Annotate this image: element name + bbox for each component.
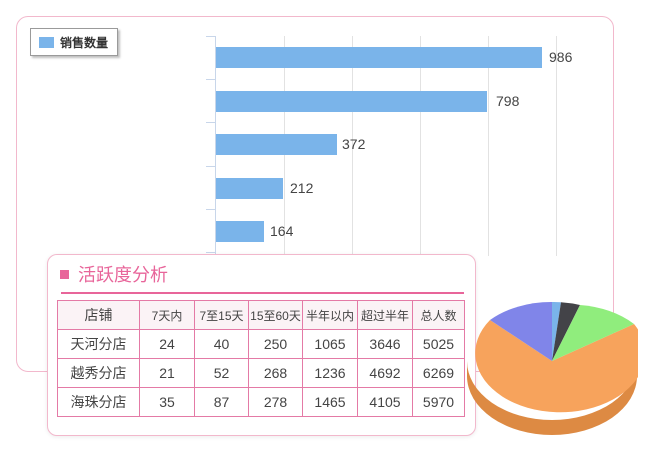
bar-value: 164 [270, 223, 294, 239]
bar-value: 798 [496, 93, 520, 109]
pie-slice-purple [490, 301, 552, 361]
table-cell: 87 [194, 387, 249, 417]
panel-title-text: 活跃度分析 [78, 265, 168, 286]
column-header: 7天内 [139, 300, 195, 330]
axis-tick [206, 122, 215, 123]
table-cell: 278 [248, 387, 303, 417]
title-divider [61, 292, 464, 294]
panel-title: 活跃度分析 [60, 261, 168, 287]
bar[interactable] [216, 134, 337, 155]
table-cell: 40 [194, 329, 249, 359]
table-cell: 3646 [357, 329, 413, 359]
table-cell: 6269 [412, 358, 465, 388]
axis-tick [206, 36, 215, 37]
column-header: 总人数 [412, 300, 465, 330]
pie-slice-green [552, 305, 634, 361]
bar-value: 212 [290, 180, 314, 196]
table-header-row: 店铺 7天内 7至15天 15至60天 半年以内 超过半年 总人数 [57, 300, 465, 330]
table-cell: 5025 [412, 329, 465, 359]
table-cell: 52 [194, 358, 249, 388]
table-cell: 24 [139, 329, 195, 359]
table-row: 海珠分店 35 87 278 1465 4105 5970 [57, 387, 465, 417]
legend-swatch-icon [39, 36, 54, 48]
column-header: 店铺 [57, 300, 140, 330]
bar-value: 372 [342, 136, 366, 152]
activity-pie-chart [466, 300, 646, 438]
title-square-icon [60, 269, 69, 279]
table-cell: 268 [248, 358, 303, 388]
column-header: 7至15天 [194, 300, 249, 330]
bar[interactable] [216, 91, 487, 112]
axis-tick [206, 209, 215, 210]
store-name: 天河分店 [57, 329, 140, 359]
axis-tick [206, 79, 215, 80]
axis-tick [206, 252, 215, 253]
table-cell: 1236 [302, 358, 358, 388]
table-cell: 35 [139, 387, 195, 417]
column-header: 半年以内 [302, 300, 358, 330]
column-header: 15至60天 [248, 300, 303, 330]
table-cell: 1065 [302, 329, 358, 359]
table-row: 越秀分店 21 52 268 1236 4692 6269 [57, 358, 465, 388]
pie-side [467, 361, 637, 435]
gridline [556, 36, 557, 256]
table-cell: 4105 [357, 387, 413, 417]
table-cell: 21 [139, 358, 195, 388]
chart-legend[interactable]: 销售数量 [30, 28, 118, 56]
store-name: 越秀分店 [57, 358, 140, 388]
pie-slice-dark [552, 302, 580, 361]
bar[interactable] [216, 221, 264, 242]
gridline [420, 36, 421, 256]
activity-table: 店铺 7天内 7至15天 15至60天 半年以内 超过半年 总人数 天河分店 2… [57, 300, 465, 417]
column-header: 超过半年 [357, 300, 413, 330]
legend-label: 销售数量 [60, 35, 109, 50]
table-row: 天河分店 24 40 250 1065 3646 5025 [57, 329, 465, 359]
gridline [488, 36, 489, 256]
table-cell: 4692 [357, 358, 413, 388]
store-name: 海珠分店 [57, 387, 140, 417]
pie-slice-blue [552, 301, 561, 361]
table-cell: 1465 [302, 387, 358, 417]
table-cell: 250 [248, 329, 303, 359]
table-cell: 5970 [412, 387, 465, 417]
category-axis [215, 36, 216, 256]
gridline [352, 36, 353, 256]
activity-panel: 活跃度分析 店铺 7天内 7至15天 15至60天 半年以内 超过半年 总人数 … [47, 254, 476, 436]
pie-slice-orange [475, 320, 646, 413]
bar-value: 986 [549, 49, 573, 65]
bar[interactable] [216, 178, 283, 199]
axis-tick [206, 166, 215, 167]
bar[interactable] [216, 47, 542, 68]
